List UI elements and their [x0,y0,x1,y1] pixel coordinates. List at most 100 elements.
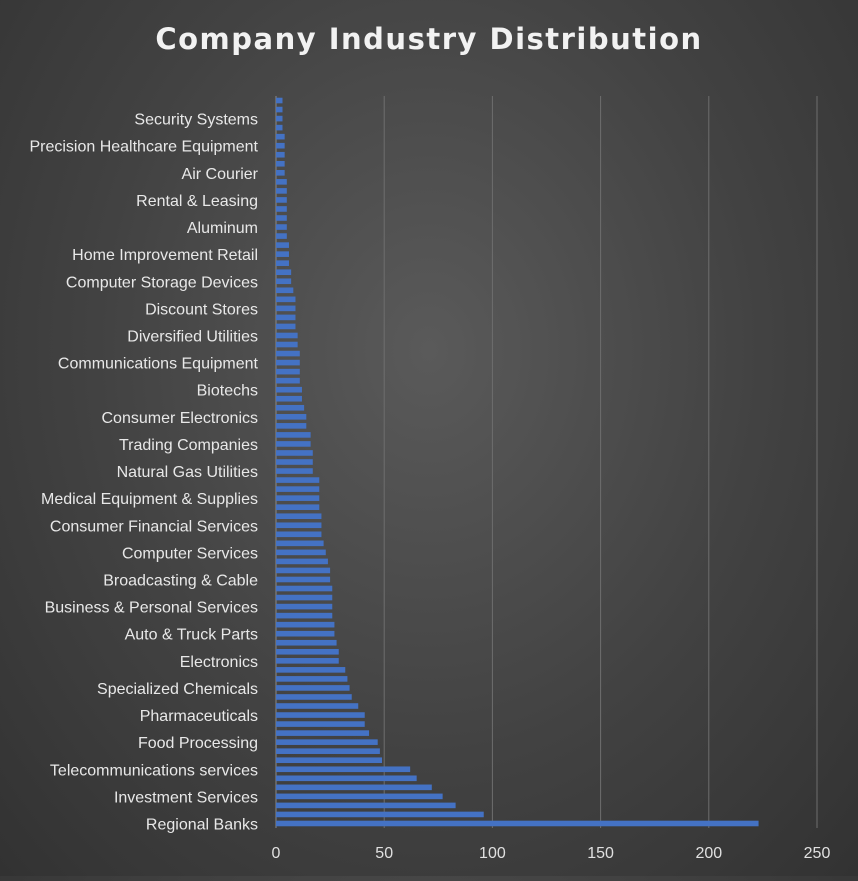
y-tick-label: Home Improvement Retail [72,247,258,264]
bar [276,712,365,718]
y-tick-label: Consumer Electronics [102,410,259,427]
bar [276,495,320,501]
bar [276,404,305,411]
bar [276,567,331,574]
y-tick-label: Regional Banks [146,816,258,833]
bar [276,260,289,266]
y-tick-label: Telecommunications services [50,762,258,779]
x-tick-label: 150 [587,845,614,862]
bar [276,350,300,357]
y-tick-label: Biotechs [197,383,258,400]
bar [276,459,313,465]
y-tick-label: Security Systems [134,112,258,129]
bar [276,648,339,655]
bar [276,612,333,619]
y-tick-label: Natural Gas Utilities [117,464,258,481]
bar [276,359,300,366]
bar [276,468,313,474]
bar [276,531,322,538]
y-tick-label: Diversified Utilities [127,328,258,345]
bar [276,179,287,185]
bar [276,820,759,827]
bar [276,549,326,556]
bar [276,188,287,194]
y-tick-label: Computer Storage Devices [66,274,258,291]
bar [276,386,302,393]
y-tick-label: Discount Stores [145,301,258,318]
bar [276,287,294,294]
bar [276,395,302,402]
x-tick-label: 50 [375,845,393,862]
bar [276,450,313,456]
bar [276,685,350,691]
bar [276,251,289,257]
bar [276,639,337,646]
chart-title: Company Industry Distribution [155,22,703,56]
x-tick-label: 200 [695,845,722,862]
bar [276,739,378,745]
bar [276,414,307,420]
y-tick-label: Aluminum [187,220,258,237]
y-tick-label: Precision Healthcare Equipment [29,139,258,156]
bar [276,115,283,122]
bar [276,314,296,321]
y-tick-label: Broadcasting & Cable [103,572,258,589]
bar [276,477,320,483]
bar [276,585,333,592]
bar [276,576,331,583]
y-tick-label: Food Processing [138,735,258,752]
bar [276,142,285,149]
bar [276,432,311,438]
bar [276,703,359,709]
y-tick-label: Trading Companies [119,437,258,454]
bar [276,513,322,520]
bar [276,748,380,754]
bar [276,170,285,176]
bar [276,676,348,682]
bar [276,242,289,248]
bar [276,721,365,727]
bar [276,730,370,736]
bar [276,694,352,700]
bar [276,278,292,285]
y-tick-label: Consumer Financial Services [50,518,258,535]
bar [276,793,443,800]
bar [276,486,320,492]
bar [276,423,307,429]
bar [276,151,285,158]
x-tick-label: 100 [479,845,506,862]
bar [276,621,335,628]
bar [276,558,328,565]
bar [276,233,287,239]
y-tick-label: Communications Equipment [58,356,259,373]
bar [276,305,296,312]
bar [276,441,311,447]
bar [276,133,285,140]
y-tick-label: Computer Services [122,545,258,562]
bar [276,504,320,510]
bar [276,368,300,375]
bar [276,522,322,529]
y-tick-label: Medical Equipment & Supplies [41,491,258,508]
bar [276,802,456,809]
bar [276,775,417,782]
bar [276,811,484,818]
x-tick-label: 0 [272,845,281,862]
bar [276,667,346,673]
bar [276,160,285,167]
bar [276,269,292,276]
bar [276,603,333,610]
bar [276,377,300,384]
bar [276,97,283,104]
y-tick-label: Pharmaceuticals [140,708,258,725]
bar [276,658,339,664]
y-tick-label: Rental & Leasing [136,193,258,210]
x-tick-label: 250 [804,845,831,862]
y-tick-label: Business & Personal Services [45,600,258,617]
y-tick-label: Auto & Truck Parts [125,627,258,644]
bar [276,766,411,773]
bar [276,332,298,339]
bar [276,106,283,113]
